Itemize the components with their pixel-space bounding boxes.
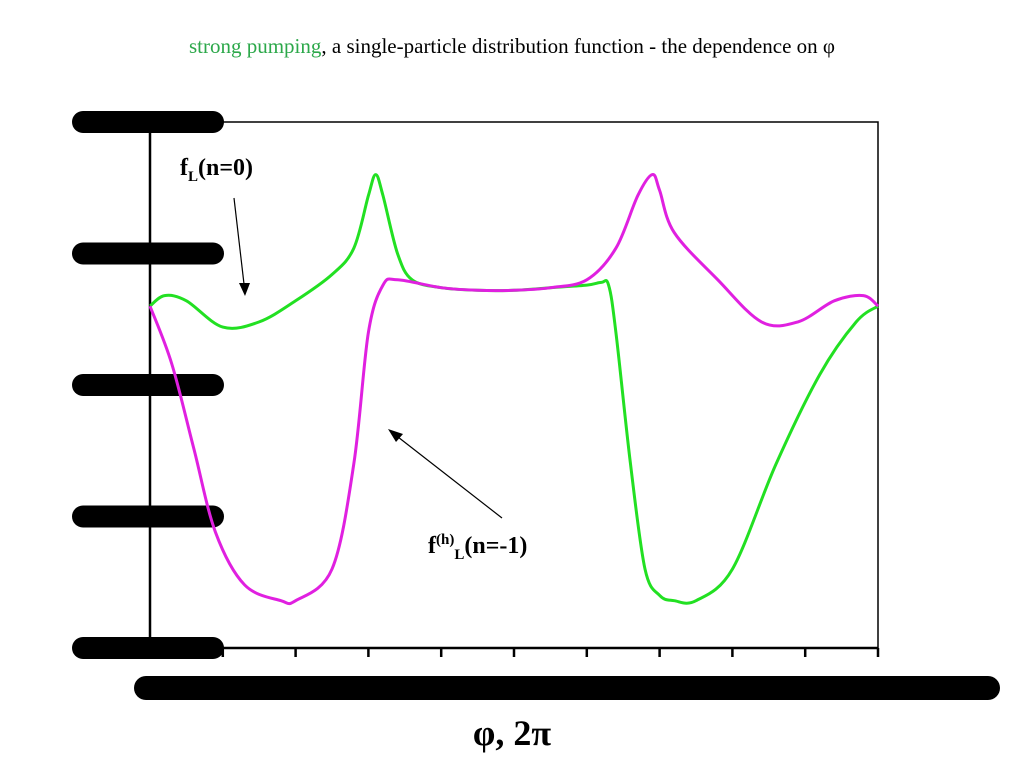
series-group [148,173,880,606]
arrow-head-fh [388,429,403,442]
title-highlight: strong pumping [188,34,322,58]
arrow-head-fL [239,283,250,296]
annotation-fL: fL(n=0) [180,155,253,186]
y-tick-label-3 [72,242,224,265]
x-tick-labels [134,676,1000,700]
y-tick-label-1 [72,505,224,528]
annotation-fL-rest: (n=0) [198,155,254,181]
title-rest: , a single-particle distribution functio… [321,34,836,58]
x-axis-label: φ, 2π [472,713,552,753]
arrow-line-fh [397,436,503,519]
y-tick-label-2 [72,374,224,396]
annotation-fh-f: f [428,533,436,559]
annotation-fh-sup: (h) [436,532,455,548]
y-tick-label-4 [72,111,224,133]
annotation-arrows [233,197,503,519]
arrow-line-fL [233,197,245,285]
plot-frame [149,121,879,649]
plot-area [72,111,1000,700]
annotation-fL-f: f [180,155,188,181]
x-ticks [148,648,880,657]
series-line-1 [148,173,880,606]
y-tick-label-0 [72,637,224,659]
y-tick-labels [72,111,224,659]
x-tick-labels-strip [134,676,1000,700]
annotation-fh-sub: L [454,546,465,563]
chart-title: strong pumping, a single-particle distri… [0,34,1024,59]
annotation-fh: f(h)L(n=-1) [428,532,527,564]
annotation-fL-sub: L [188,168,199,185]
annotation-fh-rest: (n=-1) [464,533,528,559]
